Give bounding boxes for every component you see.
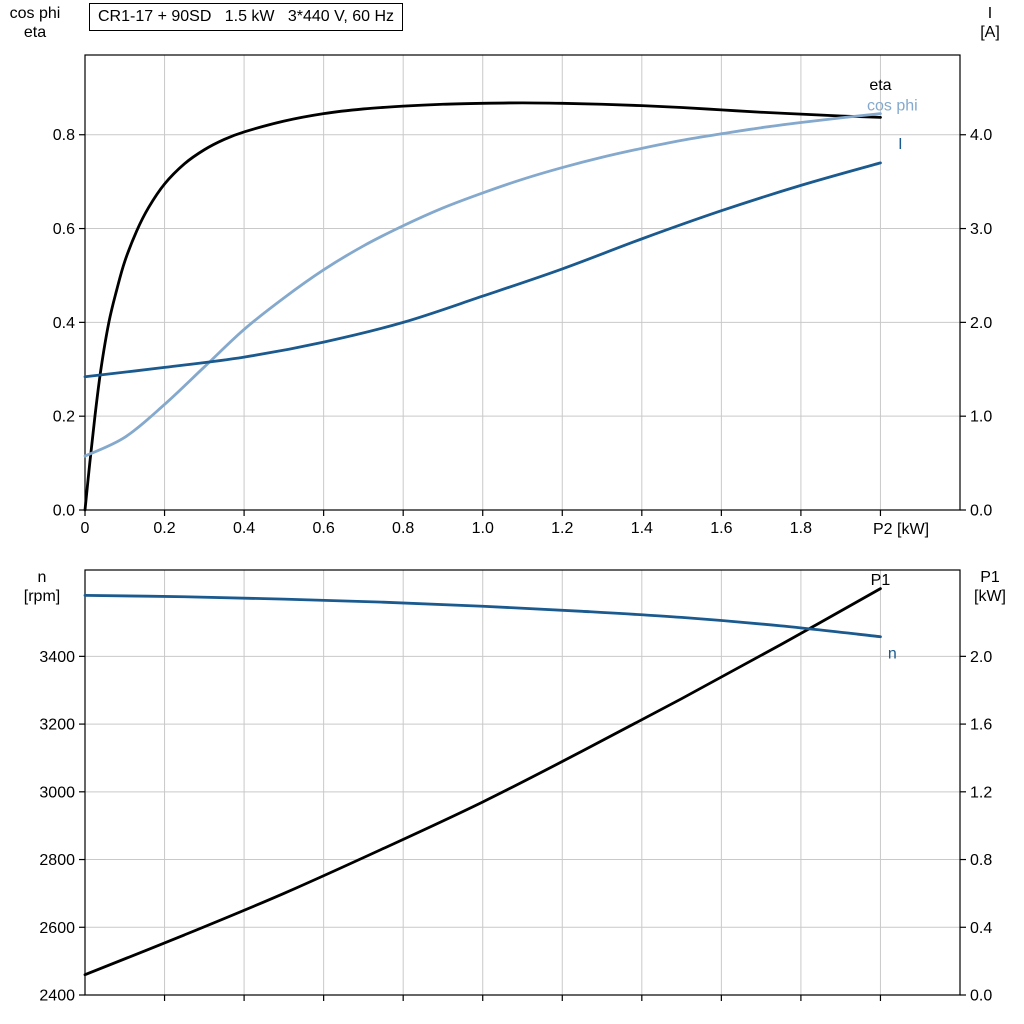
svg-text:1.0: 1.0 (472, 520, 494, 537)
axis-title-line: I (987, 5, 993, 22)
svg-text:0.0: 0.0 (53, 503, 75, 520)
svg-text:0.4: 0.4 (233, 520, 255, 537)
svg-text:n: n (888, 645, 897, 662)
svg-text:1.4: 1.4 (631, 520, 653, 537)
svg-text:2800: 2800 (39, 852, 75, 869)
svg-text:1.8: 1.8 (790, 520, 812, 537)
top-right-axis-title: I [A] (962, 4, 1018, 42)
axis-title-line: [kW] (974, 588, 1006, 605)
svg-text:0.8: 0.8 (970, 852, 992, 869)
svg-text:0.4: 0.4 (970, 920, 992, 937)
svg-text:1.6: 1.6 (710, 520, 732, 537)
svg-text:0.4: 0.4 (53, 315, 75, 332)
svg-text:0.0: 0.0 (970, 988, 992, 1005)
svg-text:0.8: 0.8 (53, 127, 75, 144)
svg-text:2400: 2400 (39, 988, 75, 1005)
svg-text:3.0: 3.0 (970, 221, 992, 238)
x-axis-label: P2 [kW] (873, 521, 930, 538)
svg-text:2.0: 2.0 (970, 315, 992, 332)
axis-title-line: [A] (980, 24, 1000, 41)
top-left-axis-title: cos phi eta (2, 4, 68, 42)
svg-text:1.6: 1.6 (970, 717, 992, 734)
svg-text:1.0: 1.0 (970, 409, 992, 426)
svg-text:1.2: 1.2 (551, 520, 573, 537)
svg-text:2600: 2600 (39, 920, 75, 937)
svg-text:0: 0 (81, 520, 90, 537)
chart-title-box: CR1-17 + 90SD 1.5 kW 3*440 V, 60 Hz (89, 3, 404, 31)
axis-title-line: [rpm] (23, 588, 61, 605)
axis-title-line: n (37, 569, 47, 586)
svg-text:I: I (898, 136, 902, 153)
svg-text:P1: P1 (871, 572, 891, 589)
svg-text:4.0: 4.0 (970, 127, 992, 144)
svg-text:0.6: 0.6 (313, 520, 335, 537)
svg-text:eta: eta (869, 77, 891, 94)
svg-text:0.8: 0.8 (392, 520, 414, 537)
svg-text:cos phi: cos phi (867, 97, 918, 114)
axis-title-line: cos phi (9, 5, 61, 22)
svg-text:0.2: 0.2 (153, 520, 175, 537)
svg-text:0.2: 0.2 (53, 409, 75, 426)
svg-text:3200: 3200 (39, 717, 75, 734)
bottom-right-axis-title: P1 [kW] (960, 568, 1020, 606)
svg-text:0.6: 0.6 (53, 221, 75, 238)
svg-text:1.2: 1.2 (970, 784, 992, 801)
svg-text:3000: 3000 (39, 784, 75, 801)
axis-title-line: eta (23, 24, 47, 41)
svg-text:2.0: 2.0 (970, 649, 992, 666)
svg-text:0.0: 0.0 (970, 503, 992, 520)
svg-text:3400: 3400 (39, 649, 75, 666)
axis-title-line: P1 (980, 569, 1000, 586)
bottom-left-axis-title: n [rpm] (4, 568, 80, 606)
